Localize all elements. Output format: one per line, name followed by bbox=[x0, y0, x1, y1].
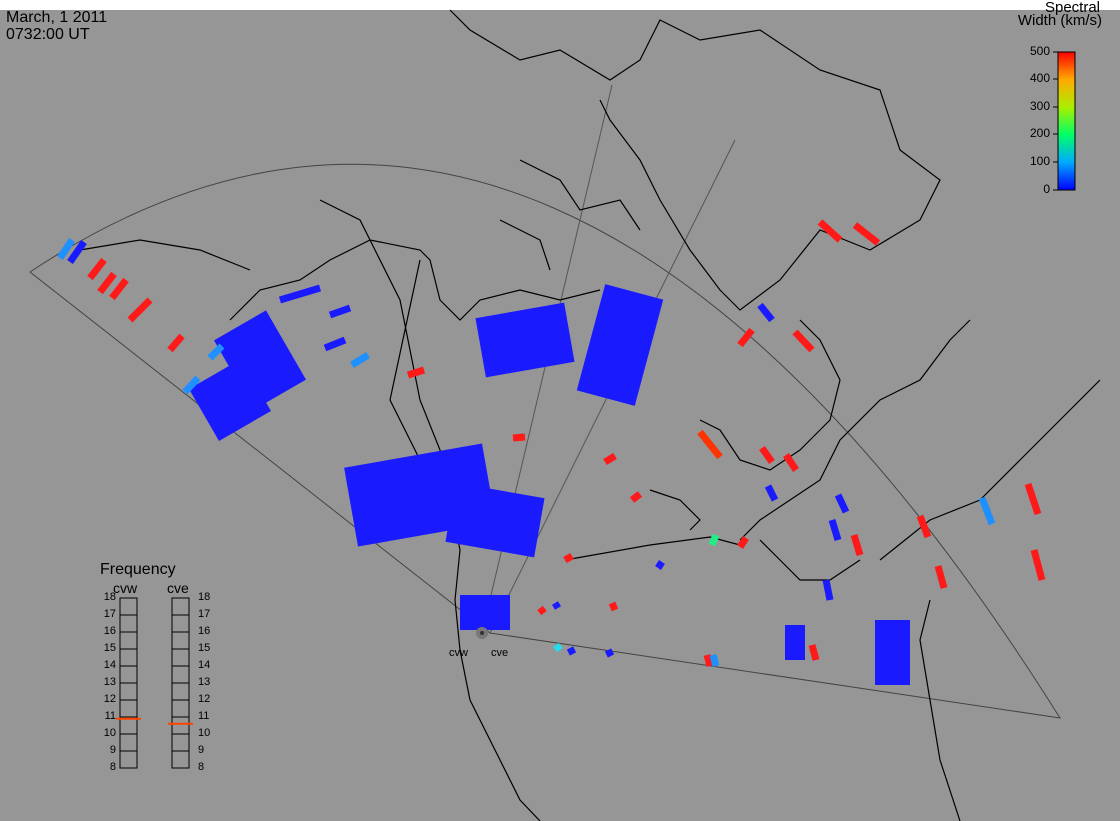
frequency-scale-label: 16 bbox=[103, 625, 116, 637]
frequency-scale-label: 13 bbox=[198, 676, 211, 688]
time-title: 0732:00 UT bbox=[6, 26, 90, 43]
echo-cluster-near bbox=[460, 595, 510, 630]
frequency-scale-label: 11 bbox=[104, 710, 116, 722]
frequency-scale-label: 18 bbox=[198, 591, 211, 603]
colorbar-tick-label: 500 bbox=[1029, 44, 1050, 58]
date-title: March, 1 2011 bbox=[6, 9, 108, 26]
colorbar-tick-label: 300 bbox=[1029, 99, 1050, 113]
frequency-scale-label: 11 bbox=[198, 710, 210, 722]
echo-cluster-alaska-2 bbox=[189, 359, 271, 441]
frequency-scale-label: 18 bbox=[103, 591, 116, 603]
colorbar-tick-label: 400 bbox=[1029, 71, 1050, 85]
frequency-scale-label: 14 bbox=[198, 659, 211, 671]
frequency-scale-label: 8 bbox=[109, 761, 116, 773]
frequency-label-cvw: cvw bbox=[113, 580, 138, 596]
frequency-scale-label: 10 bbox=[103, 727, 116, 739]
colorbar-tick-label: 100 bbox=[1029, 154, 1050, 168]
echo-cluster-arctic bbox=[475, 302, 575, 378]
frequency-scale-label: 12 bbox=[103, 693, 116, 705]
frequency-scale-label: 9 bbox=[109, 744, 116, 756]
colorbar bbox=[1057, 51, 1076, 191]
colorbar-title-line2: Width (km/s) bbox=[1017, 12, 1102, 29]
colorbar-tick-label: 0 bbox=[1043, 182, 1050, 196]
frequency-scale-label: 17 bbox=[103, 608, 116, 620]
echo-streaks bbox=[57, 219, 1046, 667]
colorbar-ticks bbox=[1053, 51, 1058, 191]
frequency-scale-label: 15 bbox=[103, 642, 116, 654]
echo-east-2 bbox=[875, 620, 910, 685]
site-label-cve: cve bbox=[491, 647, 509, 659]
echo-east-1 bbox=[785, 625, 805, 660]
frequency-scale-label: 8 bbox=[198, 761, 205, 773]
frequency-title: Frequency bbox=[100, 561, 176, 578]
frequency-scale-label: 14 bbox=[103, 659, 116, 671]
frequency-scale-label: 10 bbox=[198, 727, 211, 739]
site-label-cvw: cvw bbox=[449, 647, 468, 659]
top-margin bbox=[0, 0, 1120, 10]
colorbar-title-line1: Spectral bbox=[1044, 0, 1100, 16]
frequency-scale-label: 15 bbox=[198, 642, 211, 654]
frequency-scale-label: 16 bbox=[198, 625, 211, 637]
frequency-scale-label: 13 bbox=[103, 676, 116, 688]
echo-cluster-alaska bbox=[214, 310, 306, 410]
radar-echoes bbox=[57, 219, 1046, 685]
frequency-scale-label: 12 bbox=[198, 693, 211, 705]
echo-cluster-bc-2 bbox=[445, 482, 545, 558]
frequency-scale-label: 17 bbox=[198, 608, 211, 620]
colorbar-tick-label: 200 bbox=[1029, 126, 1050, 140]
freq-gridlines bbox=[120, 614, 189, 752]
frequency-scale-label: 9 bbox=[198, 744, 205, 756]
echo-cluster-arctic-2 bbox=[576, 284, 664, 406]
frequency-label-cve: cve bbox=[167, 580, 189, 596]
radar-site-dot bbox=[480, 631, 484, 635]
